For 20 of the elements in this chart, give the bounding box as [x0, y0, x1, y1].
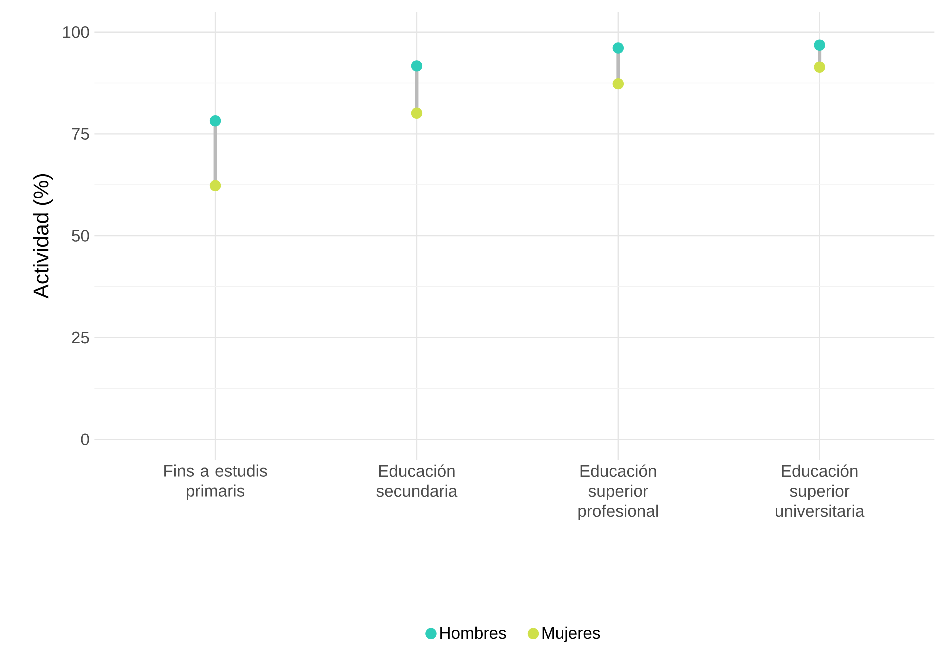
point	[814, 62, 826, 73]
y-tick-label: 100	[63, 26, 90, 38]
y-axis-title: Actividad (%)	[33, 174, 53, 299]
point	[411, 60, 423, 72]
point	[210, 180, 222, 192]
legend-label: Hombres	[440, 626, 506, 640]
x-tick-label: Educación secundaria	[376, 464, 458, 498]
y-tick-label: 50	[72, 230, 90, 242]
legend-label: Mujeres	[542, 626, 600, 642]
x-tick-label: Educación superior universitaria	[776, 464, 865, 518]
y-tick-label: 75	[72, 128, 90, 140]
y-tick-label: 25	[72, 332, 90, 344]
y-tick-label: 0	[81, 434, 90, 446]
point	[612, 78, 624, 90]
x-tick-label: Fins a estudis primaris	[164, 464, 268, 500]
point	[210, 116, 222, 127]
point	[814, 40, 826, 51]
x-tick-label: Educación superior profesional	[578, 464, 658, 520]
point	[612, 42, 624, 54]
point	[411, 108, 423, 120]
